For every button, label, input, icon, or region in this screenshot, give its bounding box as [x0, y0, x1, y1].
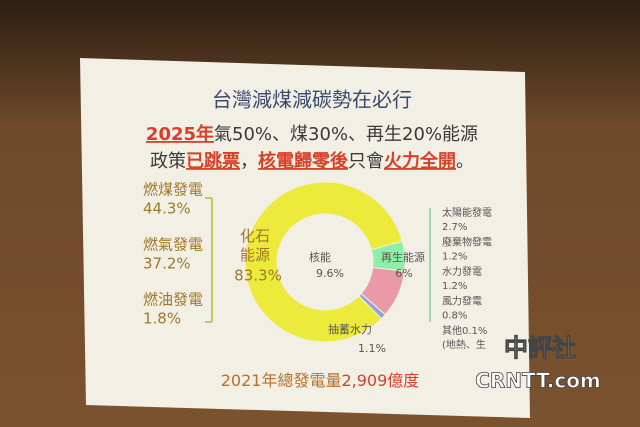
headline-part: 火力全開 — [384, 150, 456, 172]
headline-part: 。 — [456, 151, 474, 172]
segment-value: 83.3% — [234, 267, 282, 285]
headline-part: 2025年 — [146, 123, 214, 145]
footer-part: 2021年總發電量 — [221, 371, 342, 390]
segment-label: 核能 — [309, 250, 331, 264]
segment-label: 再生能源 — [381, 250, 425, 264]
renewable-label: 水力發電 — [442, 265, 482, 278]
fossil-label: 燃煤發電 — [143, 181, 203, 199]
label-line: 能源 — [240, 246, 270, 264]
renewable-label: 其他0.1% — [442, 324, 487, 337]
headline: 2025年氣50%、煤30%、再生20%能源 — [146, 123, 478, 145]
donut-segment — [244, 181, 403, 343]
headline-part: 氣50%、煤30%、再生20%能源 — [214, 124, 478, 145]
chart-title: 台灣減煤減碳勢在必行 — [212, 88, 412, 112]
fossil-value: 44.3% — [143, 200, 191, 218]
renewable-value: 1.2% — [442, 281, 467, 292]
headline-part: ， — [240, 151, 258, 172]
segment-value: 9.6% — [316, 267, 344, 280]
headline-part: 已跳票 — [186, 150, 240, 172]
fossil-label: 燃油發電 — [143, 291, 203, 309]
watermark: CRNTT.com — [475, 369, 601, 393]
renewable-value: 1.2% — [442, 252, 467, 263]
renewable-label: 廢棄物發電 — [442, 236, 492, 249]
renewable-label: 風力發電 — [442, 295, 482, 308]
renewable-value: 2.7% — [442, 222, 467, 233]
headline: 政策已跳票，核電歸零後只會火力全開。 — [150, 150, 474, 172]
fossil-label: 燃氣發電 — [143, 236, 203, 254]
footer: 2021年總發電量2,909億度 — [221, 371, 420, 390]
segment-value: 6% — [395, 267, 412, 280]
renewable-value: (地熱、生 — [442, 338, 486, 351]
segment-value: 1.1% — [358, 342, 386, 355]
headline-part: 核電歸零後 — [258, 150, 349, 172]
footer-part: 2,909億度 — [341, 371, 419, 390]
headline-part: 政策 — [150, 151, 186, 172]
headline-part: 只會 — [348, 151, 384, 172]
segment-label: 化石能源 — [240, 227, 270, 264]
watermark: 中評社 — [504, 334, 576, 362]
slide — [80, 58, 530, 418]
label-line: 化石 — [240, 227, 270, 245]
renewable-label: 太陽能發電 — [442, 206, 492, 219]
fossil-value: 37.2% — [143, 255, 191, 273]
renewable-value: 0.8% — [442, 311, 467, 322]
segment-label: 抽蓄水力 — [328, 322, 372, 336]
fossil-value: 1.8% — [143, 310, 181, 328]
